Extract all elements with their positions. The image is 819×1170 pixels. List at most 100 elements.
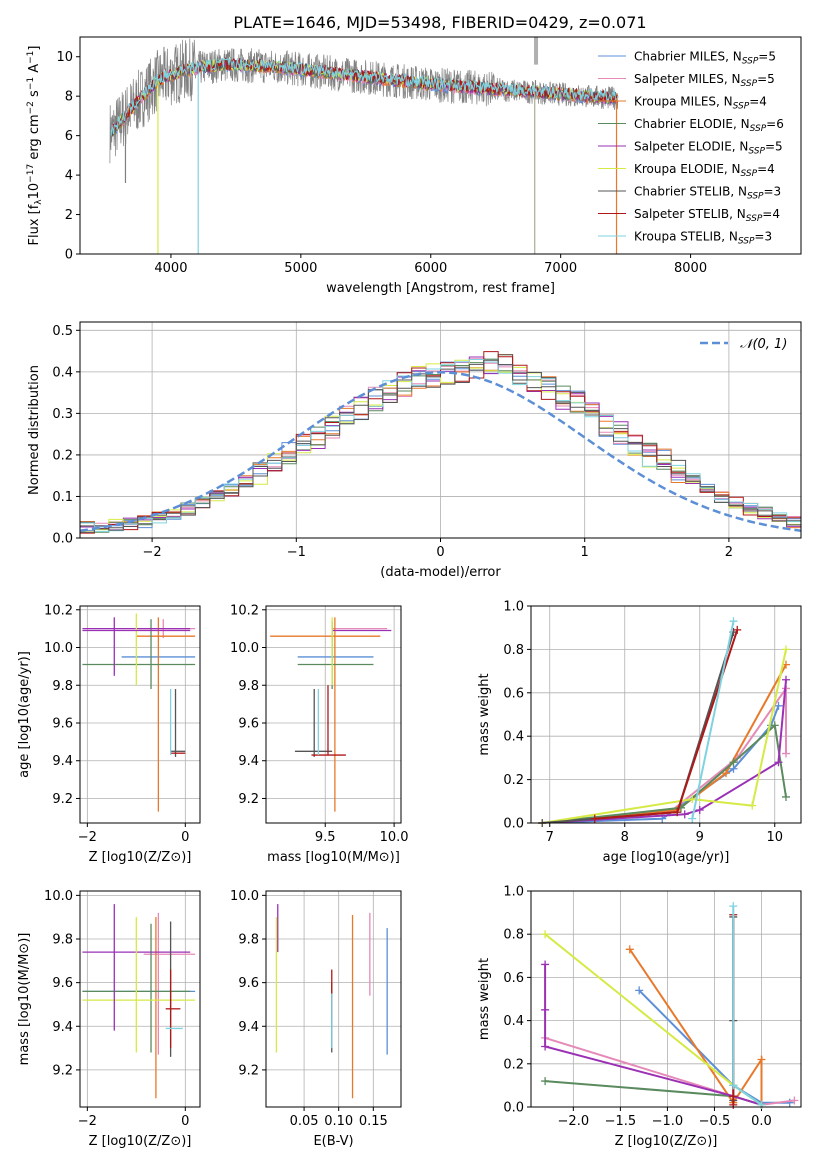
plus-marker <box>541 1005 550 1014</box>
histogram-step <box>80 359 801 532</box>
y-tick-label: 0.3 <box>52 407 73 422</box>
y-tick-label: 9.4 <box>238 754 259 769</box>
panel-mass_vs_Z: −2 0 9.2 9.4 9.6 9.8 10.0 Z [log10(Z/Z⊙)] mass [… <box>17 889 201 1149</box>
weight-line <box>545 1080 762 1106</box>
axes-frame <box>265 605 402 824</box>
x-axis-label: Z [log10(Z/Z⊙)] <box>89 1134 192 1149</box>
x-tick-label: 8 <box>621 830 629 845</box>
x-axis-label: age [log10(age/yr)] <box>603 850 730 865</box>
y-tick-label: 6 <box>65 129 73 144</box>
y-tick-label: 9.6 <box>238 976 259 991</box>
legend-label: Chabrier STELIB, NSSP=3 <box>634 185 781 202</box>
y-tick-label: 0 <box>65 248 73 263</box>
x-axis-label: (data-model)/error <box>380 565 501 580</box>
weight-line <box>732 906 763 1106</box>
plus-marker <box>770 721 779 730</box>
y-axis-label: Normed distribution <box>27 365 42 495</box>
x-tick-label: 0 <box>181 1114 189 1129</box>
plus-marker <box>673 808 682 817</box>
legend-label: Chabrier ELODIE, NSSP=6 <box>634 117 784 134</box>
figure-title: PLATE=1646, MJD=53498, FIBERID=0429, z=0… <box>233 13 646 32</box>
y-tick-label: 0.4 <box>503 730 524 745</box>
plus-marker <box>782 645 790 654</box>
plus-marker <box>774 701 783 710</box>
x-tick-label: −0.5 <box>699 1114 731 1129</box>
y-tick-label: 10 <box>56 50 73 65</box>
plus-marker <box>695 805 704 814</box>
weight-line <box>544 933 763 1106</box>
model-line <box>110 56 619 136</box>
y-tick-label: 9.2 <box>238 792 259 807</box>
y-tick-label: 10.2 <box>230 603 259 618</box>
y-tick-label: 10.0 <box>230 889 259 904</box>
spectrum-legend: Chabrier MILES, NSSP=5 Salpeter MILES, NS… <box>598 50 784 247</box>
x-tick-label: −2 <box>78 1114 97 1129</box>
legend-label: Kroupa ELODIE, NSSP=4 <box>634 162 775 179</box>
plus-marker <box>590 814 599 823</box>
plus-marker <box>729 758 738 767</box>
plus-marker <box>748 801 757 810</box>
plus-marker <box>541 1042 550 1051</box>
legend-label: Salpeter MILES, NSSP=5 <box>634 72 775 89</box>
y-tick-label: 1.0 <box>503 885 524 900</box>
legend-label: Chabrier MILES, NSSP=5 <box>634 50 776 67</box>
y-tick-label: 0.5 <box>52 324 73 339</box>
y-tick-label: 9.8 <box>238 679 259 694</box>
plus-marker <box>625 945 634 954</box>
plus-marker <box>729 902 738 911</box>
x-tick-label: −1 <box>287 545 306 560</box>
x-tick-label: 0 <box>436 545 444 560</box>
plus-marker <box>729 1092 738 1101</box>
plus-marker <box>541 960 550 969</box>
legend-label: 𝒩(0, 1) <box>740 337 787 352</box>
legend-label: Salpeter ELODIE, NSSP=5 <box>634 140 783 157</box>
x-axis-label: Z [log10(Z/Z⊙)] <box>89 850 192 865</box>
x-tick-label: 0.0 <box>751 1114 772 1129</box>
x-tick-label: 6000 <box>414 261 447 276</box>
x-tick-label: 10.0 <box>380 830 409 845</box>
y-tick-label: 2 <box>65 208 73 223</box>
y-tick-label: 9.2 <box>238 1063 259 1078</box>
axes-frame <box>79 321 802 539</box>
y-tick-label: 0.6 <box>503 971 524 986</box>
observed-spectrum <box>109 38 619 164</box>
y-tick-label: 4 <box>65 169 73 184</box>
y-tick-label: 0.0 <box>503 1101 524 1116</box>
x-tick-label: 10 <box>766 830 783 845</box>
axes-frame <box>265 890 402 1108</box>
x-tick-label: 9.5 <box>315 830 336 845</box>
plus-marker <box>757 1100 766 1109</box>
x-tick-label: −2 <box>143 545 162 560</box>
plus-marker <box>782 749 790 758</box>
y-tick-label: 9.8 <box>52 933 73 948</box>
plus-marker <box>688 795 697 804</box>
y-tick-label: 0.2 <box>503 773 524 788</box>
x-tick-label: −2.0 <box>558 1114 590 1129</box>
panel-mass_vs_ebv: 0.05 0.10 0.15 9.2 9.4 9.6 9.8 10.0 E(B-V) <box>230 889 402 1149</box>
x-tick-label: 4000 <box>154 261 187 276</box>
panel-spectrum: 4000 5000 6000 7000 8000 0 2 4 6 8 10 wavelength [A… <box>26 36 802 296</box>
y-tick-label: 0.8 <box>503 643 524 658</box>
y-tick-label: 0.8 <box>503 928 524 943</box>
y-tick-label: 9.2 <box>52 792 73 807</box>
x-tick-label: −1.0 <box>652 1114 684 1129</box>
plus-marker <box>729 1081 738 1090</box>
panel-weight_vs_age: 7 8 9 10 0.0 0.2 0.4 0.6 0.8 1.0 age [log10(age/yr… <box>477 600 802 865</box>
axes-frame <box>79 890 201 1108</box>
y-tick-label: 0.4 <box>52 365 73 380</box>
histogram-step <box>80 359 801 533</box>
plus-marker <box>541 1077 550 1086</box>
panel-age_vs_mass: 9.5 10.0 9.2 9.4 9.6 9.8 10.0 10.2 mass [log10(M… <box>230 603 409 865</box>
y-tick-label: 0.2 <box>503 1057 524 1072</box>
panel-age_vs_Z: −2 0 9.2 9.4 9.6 9.8 10.0 10.2 Z [log10(Z/Z⊙)] ag… <box>17 603 201 865</box>
y-tick-label: 9.8 <box>238 933 259 948</box>
x-tick-label: 5000 <box>284 261 317 276</box>
plus-marker <box>782 792 790 801</box>
plus-marker <box>790 1096 799 1105</box>
x-tick-label: 8000 <box>674 261 707 276</box>
weight-line <box>542 664 787 823</box>
y-axis-label: mass [log10(M/M⊙)] <box>17 933 32 1066</box>
y-tick-label: 9.2 <box>52 1063 73 1078</box>
y-tick-label: 10.0 <box>44 641 73 656</box>
